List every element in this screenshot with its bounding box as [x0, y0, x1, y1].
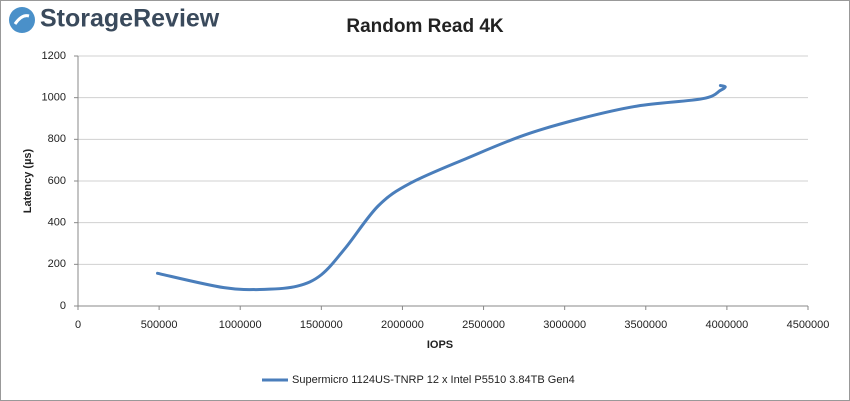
- legend-label: Supermicro 1124US-TNRP 12 x Intel P5510 …: [292, 374, 575, 386]
- logo-icon: [9, 7, 35, 33]
- chart-title: Random Read 4K: [346, 16, 504, 37]
- x-tick-label: 3000000: [543, 319, 586, 331]
- y-tick-label: 1000: [42, 92, 66, 104]
- y-axis-title: Latency (µs): [22, 148, 34, 213]
- y-tick-label: 400: [48, 217, 66, 229]
- y-tick-label: 0: [60, 300, 66, 312]
- y-tick-label: 800: [48, 133, 66, 145]
- x-axis-title: IOPS: [427, 339, 453, 351]
- x-tick-label: 1000000: [219, 319, 262, 331]
- y-tick-label: 600: [48, 175, 66, 187]
- series-line: [155, 84, 727, 292]
- x-tick-label: 2500000: [462, 319, 505, 331]
- x-tick-label: 0: [75, 319, 81, 331]
- logo: StorageReview: [40, 5, 220, 33]
- y-tick-label: 200: [48, 258, 66, 270]
- x-tick-label: 500000: [141, 319, 178, 331]
- y-tick-label: 1200: [42, 50, 66, 62]
- x-tick-label: 1500000: [300, 319, 343, 331]
- x-tick-label: 3500000: [624, 319, 667, 331]
- x-tick-label: 4000000: [705, 319, 748, 331]
- x-tick-label: 4500000: [787, 319, 830, 331]
- x-tick-label: 2000000: [381, 319, 424, 331]
